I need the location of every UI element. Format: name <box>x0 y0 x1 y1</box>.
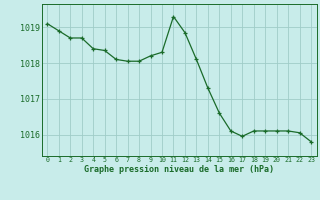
X-axis label: Graphe pression niveau de la mer (hPa): Graphe pression niveau de la mer (hPa) <box>84 165 274 174</box>
